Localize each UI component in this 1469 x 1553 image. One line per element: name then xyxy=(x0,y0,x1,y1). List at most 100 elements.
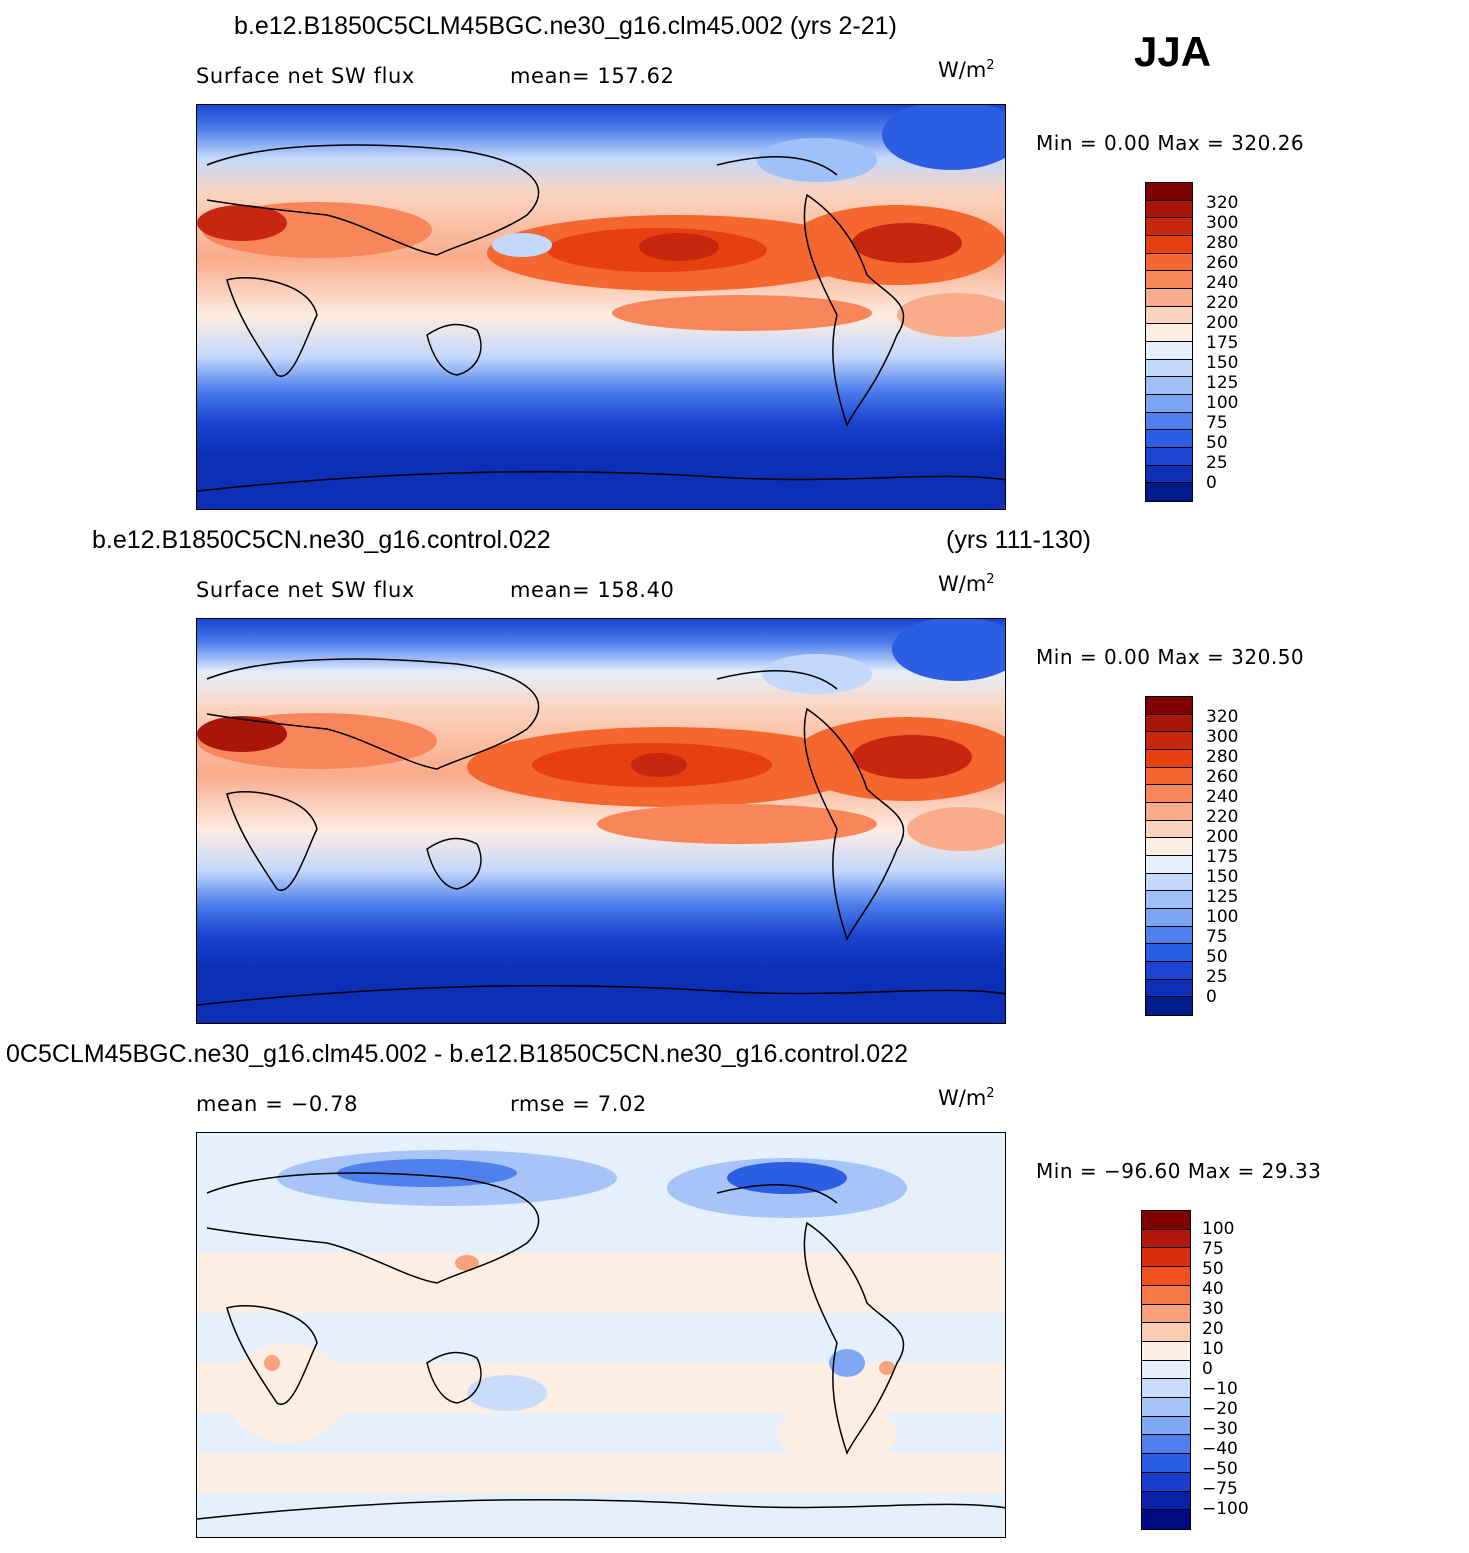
colorbar-segment xyxy=(1146,288,1192,307)
panel-control-level: 240 xyxy=(1206,787,1239,807)
colorbar-segment xyxy=(1146,891,1192,909)
panel-diff-level: −40 xyxy=(1202,1439,1238,1459)
panel-control-level: 280 xyxy=(1206,747,1239,767)
panel-diff-level: −10 xyxy=(1202,1379,1238,1399)
panel-diff-minmax: Min = −96.60 Max = 29.33 xyxy=(1036,1159,1322,1183)
panel-control-level: 220 xyxy=(1206,807,1239,827)
panel-diff-level: 20 xyxy=(1202,1319,1224,1339)
colorbar-segment xyxy=(1146,732,1192,750)
colorbar-segment xyxy=(1146,271,1192,289)
panel-diff-level: 40 xyxy=(1202,1279,1224,1299)
panel-diff-case-title: 0C5CLM45BGC.ne30_g16.clm45.002 - b.e12.B… xyxy=(6,1040,908,1068)
panel-test-case-title: b.e12.B1850C5CLM45BGC.ne30_g16.clm45.002… xyxy=(234,12,897,40)
panel-control-level: 300 xyxy=(1206,727,1239,747)
panel-control-level: 200 xyxy=(1206,827,1239,847)
panel-test-level: 25 xyxy=(1206,453,1228,473)
panel-control-level: 175 xyxy=(1206,847,1239,867)
panel-diff-level: 30 xyxy=(1202,1299,1224,1319)
panel-control-level: 100 xyxy=(1206,907,1239,927)
panel-control-colorbar xyxy=(1145,696,1193,1016)
panel-test-level: 320 xyxy=(1206,193,1239,213)
colorbar-segment xyxy=(1146,447,1192,466)
panel-control-level: 25 xyxy=(1206,967,1228,987)
colorbar-segment xyxy=(1142,1398,1190,1417)
panel-test-level: 200 xyxy=(1206,313,1239,333)
panel-test-level: 280 xyxy=(1206,233,1239,253)
colorbar-segment xyxy=(1146,873,1192,892)
panel-control-level: 125 xyxy=(1206,887,1239,907)
colorbar-segment xyxy=(1142,1341,1190,1361)
colorbar-segment xyxy=(1142,1267,1190,1286)
panel-diff-level: −30 xyxy=(1202,1419,1238,1439)
panel-test-level: 0 xyxy=(1206,473,1217,493)
panel-test-level: 50 xyxy=(1206,433,1228,453)
colorbar-segment xyxy=(1146,785,1192,803)
panel-control-level: 260 xyxy=(1206,767,1239,787)
panel-diff-level: −100 xyxy=(1202,1499,1249,1519)
colorbar-segment xyxy=(1142,1491,1190,1511)
colorbar-segment xyxy=(1146,749,1192,768)
panel-diff-level: −75 xyxy=(1202,1479,1238,1499)
panel-control-level: 150 xyxy=(1206,867,1239,887)
colorbar-segment xyxy=(1146,926,1192,945)
colorbar-segment xyxy=(1146,341,1192,360)
panel-test-variable: Surface net SW flux xyxy=(196,64,415,88)
panel-diff-mean: mean = −0.78 xyxy=(196,1092,359,1116)
season-label: JJA xyxy=(1134,28,1212,75)
colorbar-segment xyxy=(1146,359,1192,378)
panel-test-mean: mean= 157.62 xyxy=(510,64,675,88)
colorbar-segment xyxy=(1146,961,1192,980)
colorbar-segment xyxy=(1142,1229,1190,1249)
panel-diff-level: −50 xyxy=(1202,1459,1238,1479)
colorbar-segment xyxy=(1142,1360,1190,1380)
colorbar-segment xyxy=(1142,1472,1190,1492)
panel-test-level: 260 xyxy=(1206,253,1239,273)
colorbar-segment xyxy=(1146,306,1192,325)
colorbar-segment xyxy=(1142,1304,1190,1324)
colorbar-segment xyxy=(1142,1510,1190,1529)
panel-diff-level: 10 xyxy=(1202,1339,1224,1359)
panel-test-level: 150 xyxy=(1206,353,1239,373)
colorbar-segment xyxy=(1146,714,1192,733)
colorbar-segment xyxy=(1146,944,1192,962)
panel-diff-level: 0 xyxy=(1202,1359,1213,1379)
colorbar-segment xyxy=(1146,377,1192,395)
colorbar-segment xyxy=(1142,1435,1190,1455)
colorbar-segment xyxy=(1146,838,1192,856)
colorbar-segment xyxy=(1146,218,1192,236)
colorbar-segment xyxy=(1146,394,1192,413)
panel-test-units: W/m2 xyxy=(938,58,995,82)
panel-control-minmax: Min = 0.00 Max = 320.50 xyxy=(1036,645,1305,669)
colorbar-segment xyxy=(1146,430,1192,448)
panel-diff-units: W/m2 xyxy=(938,1086,995,1110)
colorbar-segment xyxy=(1146,855,1192,874)
colorbar-segment xyxy=(1146,802,1192,821)
panel-test-map xyxy=(196,104,1006,510)
panel-test-colorbar xyxy=(1145,182,1193,502)
panel-diff-map xyxy=(196,1132,1006,1538)
colorbar-segment xyxy=(1142,1285,1190,1305)
colorbar-segment xyxy=(1146,324,1192,342)
panel-diff-level: −20 xyxy=(1202,1399,1238,1419)
panel-test-level: 75 xyxy=(1206,413,1228,433)
panel-control-level: 50 xyxy=(1206,947,1228,967)
panel-test-level: 240 xyxy=(1206,273,1239,293)
panel-control-level: 320 xyxy=(1206,707,1239,727)
panel-test-level: 100 xyxy=(1206,393,1239,413)
colorbar-segment xyxy=(1142,1323,1190,1342)
colorbar-segment xyxy=(1146,997,1192,1015)
panel-test-level: 220 xyxy=(1206,293,1239,313)
colorbar-segment xyxy=(1146,483,1192,501)
colorbar-segment xyxy=(1142,1211,1190,1230)
colorbar-segment xyxy=(1146,697,1192,715)
panel-diff-level: 100 xyxy=(1202,1219,1235,1239)
panel-control-case-title: b.e12.B1850C5CN.ne30_g16.control.022 xyxy=(92,526,551,554)
panel-test-level: 300 xyxy=(1206,213,1239,233)
panel-control-map xyxy=(196,618,1006,1024)
panel-diff-rmse: rmse = 7.02 xyxy=(510,1092,647,1116)
colorbar-segment xyxy=(1142,1379,1190,1399)
colorbar-segment xyxy=(1146,465,1192,484)
panel-control-variable: Surface net SW flux xyxy=(196,578,415,602)
panel-control-units: W/m2 xyxy=(938,572,995,596)
colorbar-segment xyxy=(1146,235,1192,254)
